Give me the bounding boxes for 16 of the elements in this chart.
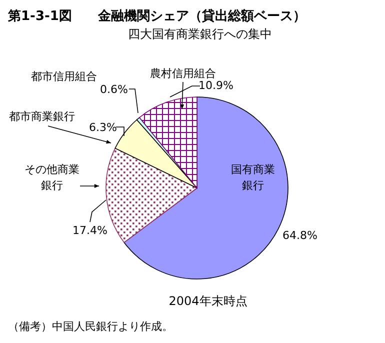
chart-title: 第1-3-1図 金融機関シェア（貸出総額ベース）: [7, 8, 306, 24]
slice-label: 農村信用組合: [150, 67, 216, 80]
chart-subtitle: 四大国有商業銀行への集中: [128, 27, 272, 41]
data-label: 10.9%: [198, 79, 234, 92]
pie-slice: [106, 148, 198, 243]
data-label: 0.6%: [100, 83, 128, 96]
text: （備考）中国人民銀行より作成。: [8, 320, 173, 333]
data-label: 17.4%: [72, 224, 108, 237]
data-label: 64.8%: [282, 229, 318, 242]
data-label: 6.3%: [89, 121, 117, 134]
slice-label: 都市信用組合: [31, 70, 97, 83]
text: 2004年末時点: [168, 294, 248, 308]
pie-slice: [139, 96, 198, 188]
slice-label: その他商業銀行: [24, 163, 80, 192]
slice-label: 都市商業銀行: [9, 110, 75, 123]
slice-label: 国有商業銀行: [231, 163, 275, 192]
